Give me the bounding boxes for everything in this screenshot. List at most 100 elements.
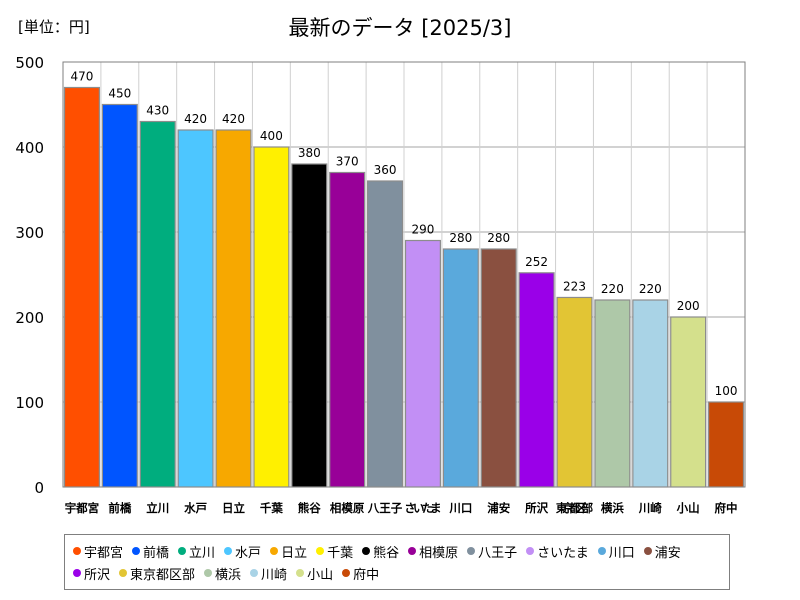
bar	[404, 239, 441, 488]
bar	[329, 171, 366, 488]
y-tick-label: 300	[15, 224, 44, 242]
legend-swatch	[119, 569, 128, 577]
legend-swatch	[316, 547, 325, 555]
data-label: 380	[298, 146, 321, 160]
legend-label: さいたま	[537, 545, 589, 561]
legend-label: 府中	[353, 567, 380, 583]
legend-label: 川口	[608, 545, 635, 561]
legend-swatch	[204, 569, 213, 577]
legend-swatch	[362, 547, 371, 555]
bar	[480, 248, 517, 488]
x-tick-label: 相模原	[330, 501, 365, 515]
legend-item: 川崎	[250, 562, 287, 584]
legend-swatch	[342, 569, 351, 577]
bar	[518, 272, 555, 488]
legend-item: 日立	[270, 540, 307, 562]
bar	[367, 180, 404, 488]
legend-swatch	[73, 569, 81, 577]
x-tick-label: 日立	[222, 501, 245, 515]
data-label: 420	[222, 112, 245, 126]
data-label: 252	[525, 255, 548, 269]
legend-label: 相模原	[419, 545, 459, 561]
legend-item: 水戸	[224, 540, 261, 562]
x-tick-label: 水戸	[184, 501, 207, 515]
data-label: 100	[715, 384, 738, 398]
legend-label: 熊谷	[373, 545, 400, 561]
legend-item: 八王子	[467, 540, 517, 562]
y-tick-label: 400	[15, 139, 44, 157]
legend-item: 川口	[597, 540, 635, 562]
legend-item: 相模原	[408, 540, 458, 562]
data-label: 290	[411, 223, 434, 237]
plot-border	[62, 61, 746, 488]
bar	[215, 129, 252, 488]
legend-item: 立川	[178, 540, 215, 562]
legend-label: 横浜	[215, 567, 242, 583]
x-tick-label: 千葉	[260, 501, 283, 515]
x-tick-label: 熊谷	[298, 501, 321, 515]
legend-item: 横浜	[204, 562, 241, 584]
data-label: 450	[108, 87, 131, 101]
x-tick-label: 前橋	[108, 501, 131, 515]
legend: 宇都宮 前橋 立川 水戸 日立 千葉 熊谷 相模原 八王子 さいたま 川口 浦安所沢 東京都区部 横浜 川崎…	[64, 534, 730, 590]
legend-item: 東京都区部	[119, 562, 195, 584]
bar	[139, 120, 176, 488]
legend-item: 千葉	[316, 540, 353, 562]
legend-item: 前橋	[132, 540, 169, 562]
data-label: 360	[374, 163, 397, 177]
chart-title: 最新のデータ [2025/3]	[288, 16, 512, 40]
data-label: 400	[260, 129, 283, 143]
legend-swatch	[270, 547, 279, 555]
unit-label: [単位：円]	[18, 18, 90, 36]
x-tick-label: 宇都宮	[65, 501, 100, 515]
data-label: 280	[449, 231, 472, 245]
x-tick-label: 八王子	[367, 501, 403, 515]
x-tick-label: 川口	[448, 501, 472, 515]
legend-label: 日立	[281, 545, 308, 561]
legend-swatch	[132, 547, 141, 555]
bar	[101, 103, 138, 488]
legend-swatch	[73, 547, 81, 555]
legend-label: 東京都区部	[130, 567, 196, 583]
legend-label: 宇都宮	[84, 545, 124, 561]
legend-item: 熊谷	[362, 540, 399, 562]
x-tick-label: 横浜	[601, 501, 624, 515]
legend-item: さいたま	[526, 540, 589, 562]
legend-item: 小山	[296, 562, 333, 584]
x-tick-label: 立川	[146, 501, 169, 515]
x-tick-label: 東京都区部	[556, 501, 594, 515]
bar	[632, 299, 669, 488]
legend-label: 浦安	[654, 545, 681, 561]
data-label: 220	[639, 282, 662, 296]
bar	[291, 163, 328, 488]
legend-swatch	[467, 547, 476, 555]
data-label: 223	[563, 279, 586, 293]
legend-label: 水戸	[235, 545, 262, 561]
legend-item: 所沢	[73, 562, 110, 584]
legend-swatch	[643, 547, 652, 555]
legend-swatch	[178, 547, 187, 555]
x-tick-label: 府中	[715, 501, 738, 515]
legend-label: 千葉	[327, 545, 354, 561]
y-tick-label: 0	[34, 479, 44, 497]
legend-item: 浦安	[643, 540, 681, 562]
legend-label: 八王子	[478, 545, 518, 561]
legend-swatch	[250, 569, 259, 577]
legend-label: 立川	[189, 545, 216, 561]
y-tick-label: 100	[15, 394, 44, 412]
legend-label: 小山	[307, 567, 334, 583]
data-label: 370	[336, 155, 359, 169]
legend-item: 府中	[342, 562, 379, 584]
plot-area: 0 100 200 300 400 500 470 宇都宮 450 前橋 430 立川 420 水戸 420…	[15, 54, 746, 515]
legend-swatch	[296, 569, 305, 577]
x-tick-label: 小山	[676, 501, 700, 515]
y-tick-label: 500	[15, 54, 44, 72]
y-tick-label: 200	[15, 309, 44, 327]
legend-label: 前橋	[143, 545, 170, 561]
legend-item: 宇都宮	[73, 540, 123, 562]
data-label: 470	[70, 70, 93, 84]
legend-swatch	[408, 547, 417, 555]
x-tick-label: 所沢	[525, 501, 548, 515]
legend-swatch	[526, 547, 535, 555]
